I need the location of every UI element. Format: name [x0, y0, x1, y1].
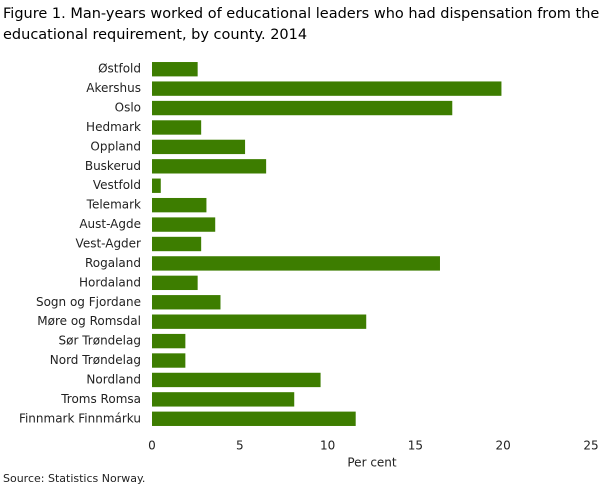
y-tick-label: Akershus	[86, 81, 141, 95]
y-tick-label: Hordaland	[79, 275, 141, 289]
y-tick-label: Vest-Agder	[76, 237, 142, 251]
bar	[152, 236, 202, 252]
bar	[152, 314, 367, 329]
y-tick-label: Østfold	[98, 62, 141, 76]
y-tick-label: Møre og Romsdal	[37, 314, 141, 328]
bar	[152, 333, 186, 349]
bar	[152, 275, 198, 291]
y-tick-label: Vestfold	[93, 178, 141, 192]
bar	[152, 295, 221, 310]
bar	[152, 120, 202, 135]
y-tick-label: Troms Romsa	[60, 392, 141, 406]
chart-title: Figure 1. Man-years worked of educationa…	[3, 6, 600, 43]
bar	[152, 217, 216, 232]
bar	[152, 372, 321, 388]
source: Source: Statistics Norway.	[3, 472, 145, 485]
y-tick-label: Oslo	[115, 101, 141, 115]
y-tick-label: Sør Trøndelag	[59, 334, 141, 348]
x-tick-label: 5	[236, 439, 244, 453]
y-tick-label: Nord Trøndelag	[50, 353, 141, 367]
y-tick-label: Oppland	[90, 139, 141, 153]
y-tick-label: Hedmark	[86, 120, 141, 134]
x-axis-label: Per cent	[347, 456, 397, 470]
bar	[152, 256, 440, 271]
y-tick-label: Rogaland	[85, 256, 141, 270]
bar	[152, 159, 267, 174]
y-tick-label: Finnmark Finnmárku	[19, 411, 141, 425]
bar	[152, 411, 356, 426]
x-tick-label: 10	[320, 439, 335, 453]
y-tick-label: Nordland	[86, 372, 141, 386]
y-tick-label: Telemark	[86, 198, 141, 212]
x-tick-label: 0	[148, 439, 156, 453]
x-tick-label: 20	[496, 439, 511, 453]
x-tick-label: 25	[583, 439, 598, 453]
bar	[152, 81, 502, 96]
y-tick-label: Buskerud	[85, 159, 141, 173]
title-box: Figure 1. Man-years worked of educationa…	[3, 6, 600, 43]
bar	[152, 100, 453, 116]
y-tick-label: Sogn og Fjordane	[36, 295, 141, 309]
bar	[152, 139, 246, 155]
bar	[152, 392, 295, 407]
bar	[152, 353, 186, 368]
y-tick-label: Aust-Agde	[79, 217, 141, 231]
bar	[152, 197, 207, 213]
bar	[152, 178, 161, 193]
bar	[152, 62, 198, 77]
x-tick-label: 15	[408, 439, 423, 453]
